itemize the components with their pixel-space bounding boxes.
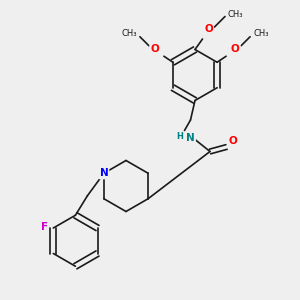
Text: CH₃: CH₃: [254, 29, 269, 38]
Text: N: N: [186, 133, 195, 143]
Text: O: O: [151, 44, 159, 54]
Text: CH₃: CH₃: [228, 10, 244, 19]
Text: O: O: [231, 44, 239, 54]
Text: N: N: [100, 168, 108, 178]
Text: F: F: [41, 221, 48, 232]
Text: O: O: [228, 136, 237, 146]
Text: O: O: [204, 23, 213, 34]
Text: H: H: [177, 132, 183, 141]
Text: CH₃: CH₃: [122, 29, 137, 38]
